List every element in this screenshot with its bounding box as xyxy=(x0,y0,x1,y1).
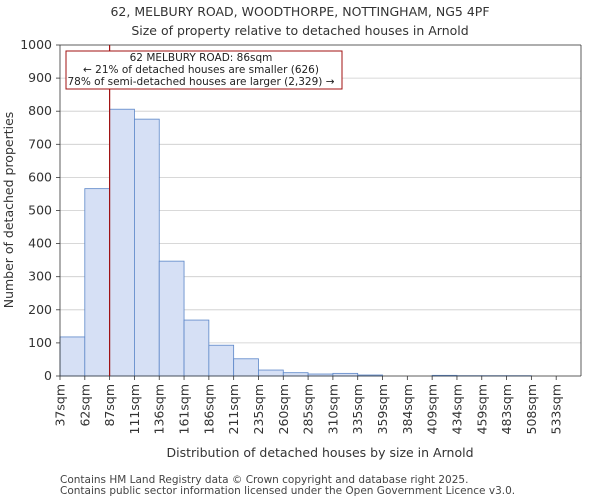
y-tick-label: 300 xyxy=(28,269,52,284)
bar xyxy=(282,372,309,377)
bar xyxy=(233,358,259,377)
x-tick-label: 87sqm xyxy=(102,384,117,427)
y-axis-label: Number of detached properties xyxy=(1,112,16,309)
y-tick-label: 600 xyxy=(28,169,52,184)
chart-title: 62, MELBURY ROAD, WOODTHORPE, NOTTINGHAM… xyxy=(110,4,489,19)
chart-subtitle: Size of property relative to detached ho… xyxy=(131,23,468,38)
x-tick-label: 285sqm xyxy=(301,384,316,434)
x-tick-label: 483sqm xyxy=(499,384,514,434)
x-axis: 37sqm 62sqm 87sqm 111sqm 136sqm 161sqm 186sqm 2… xyxy=(53,44,582,434)
y-axis: 0 100 200 300 400 500 600 700 800 900 1000 xyxy=(20,37,61,383)
x-tick-label: 533sqm xyxy=(549,384,564,434)
x-tick-label: 37sqm xyxy=(53,384,68,427)
x-axis-label: Distribution of detached houses by size … xyxy=(166,445,473,460)
footer-line-2: Contains public sector information licen… xyxy=(60,485,515,497)
y-tick-label: 200 xyxy=(28,302,52,317)
annotation-line-1: 62 MELBURY ROAD: 86sqm xyxy=(130,52,273,64)
x-tick-label: 434sqm xyxy=(449,384,464,434)
x-tick-label: 459sqm xyxy=(474,384,489,434)
bar xyxy=(258,369,284,377)
bar xyxy=(134,118,160,377)
annotation-line-2: ← 21% of detached houses are smaller (62… xyxy=(83,64,319,76)
bars xyxy=(59,108,532,377)
x-tick-label: 409sqm xyxy=(425,384,440,434)
annotation-line-3: 78% of semi-detached houses are larger (… xyxy=(67,76,334,88)
bar xyxy=(158,260,185,377)
y-tick-label: 1000 xyxy=(20,37,52,52)
x-tick-label: 260sqm xyxy=(276,384,291,434)
y-tick-label: 800 xyxy=(28,103,52,118)
annotation-box xyxy=(65,50,343,90)
x-tick-label: 186sqm xyxy=(201,384,216,434)
x-tick-label: 384sqm xyxy=(400,384,415,434)
x-tick-label: 359sqm xyxy=(375,384,390,434)
x-tick-label: 211sqm xyxy=(226,384,241,434)
x-tick-label: 161sqm xyxy=(177,384,192,434)
x-tick-label: 111sqm xyxy=(127,384,142,434)
x-tick-label: 335sqm xyxy=(350,384,365,434)
bar xyxy=(59,336,86,377)
bar xyxy=(183,319,210,377)
footer-line-1: Contains HM Land Registry data © Crown c… xyxy=(60,474,468,486)
bar xyxy=(109,108,135,377)
y-tick-label: 500 xyxy=(28,203,52,218)
bar xyxy=(208,344,235,377)
x-tick-label: 310sqm xyxy=(325,384,340,434)
x-tick-label: 235sqm xyxy=(251,384,266,434)
y-tick-label: 400 xyxy=(28,236,52,251)
bar xyxy=(84,188,111,377)
y-tick-label: 100 xyxy=(28,335,52,350)
x-tick-label: 508sqm xyxy=(524,384,539,434)
y-tick-label: 900 xyxy=(28,70,52,85)
y-tick-label: 700 xyxy=(28,136,52,151)
y-tick-label: 0 xyxy=(44,368,52,383)
x-tick-label: 62sqm xyxy=(77,384,92,427)
x-tick-label: 136sqm xyxy=(152,384,167,434)
